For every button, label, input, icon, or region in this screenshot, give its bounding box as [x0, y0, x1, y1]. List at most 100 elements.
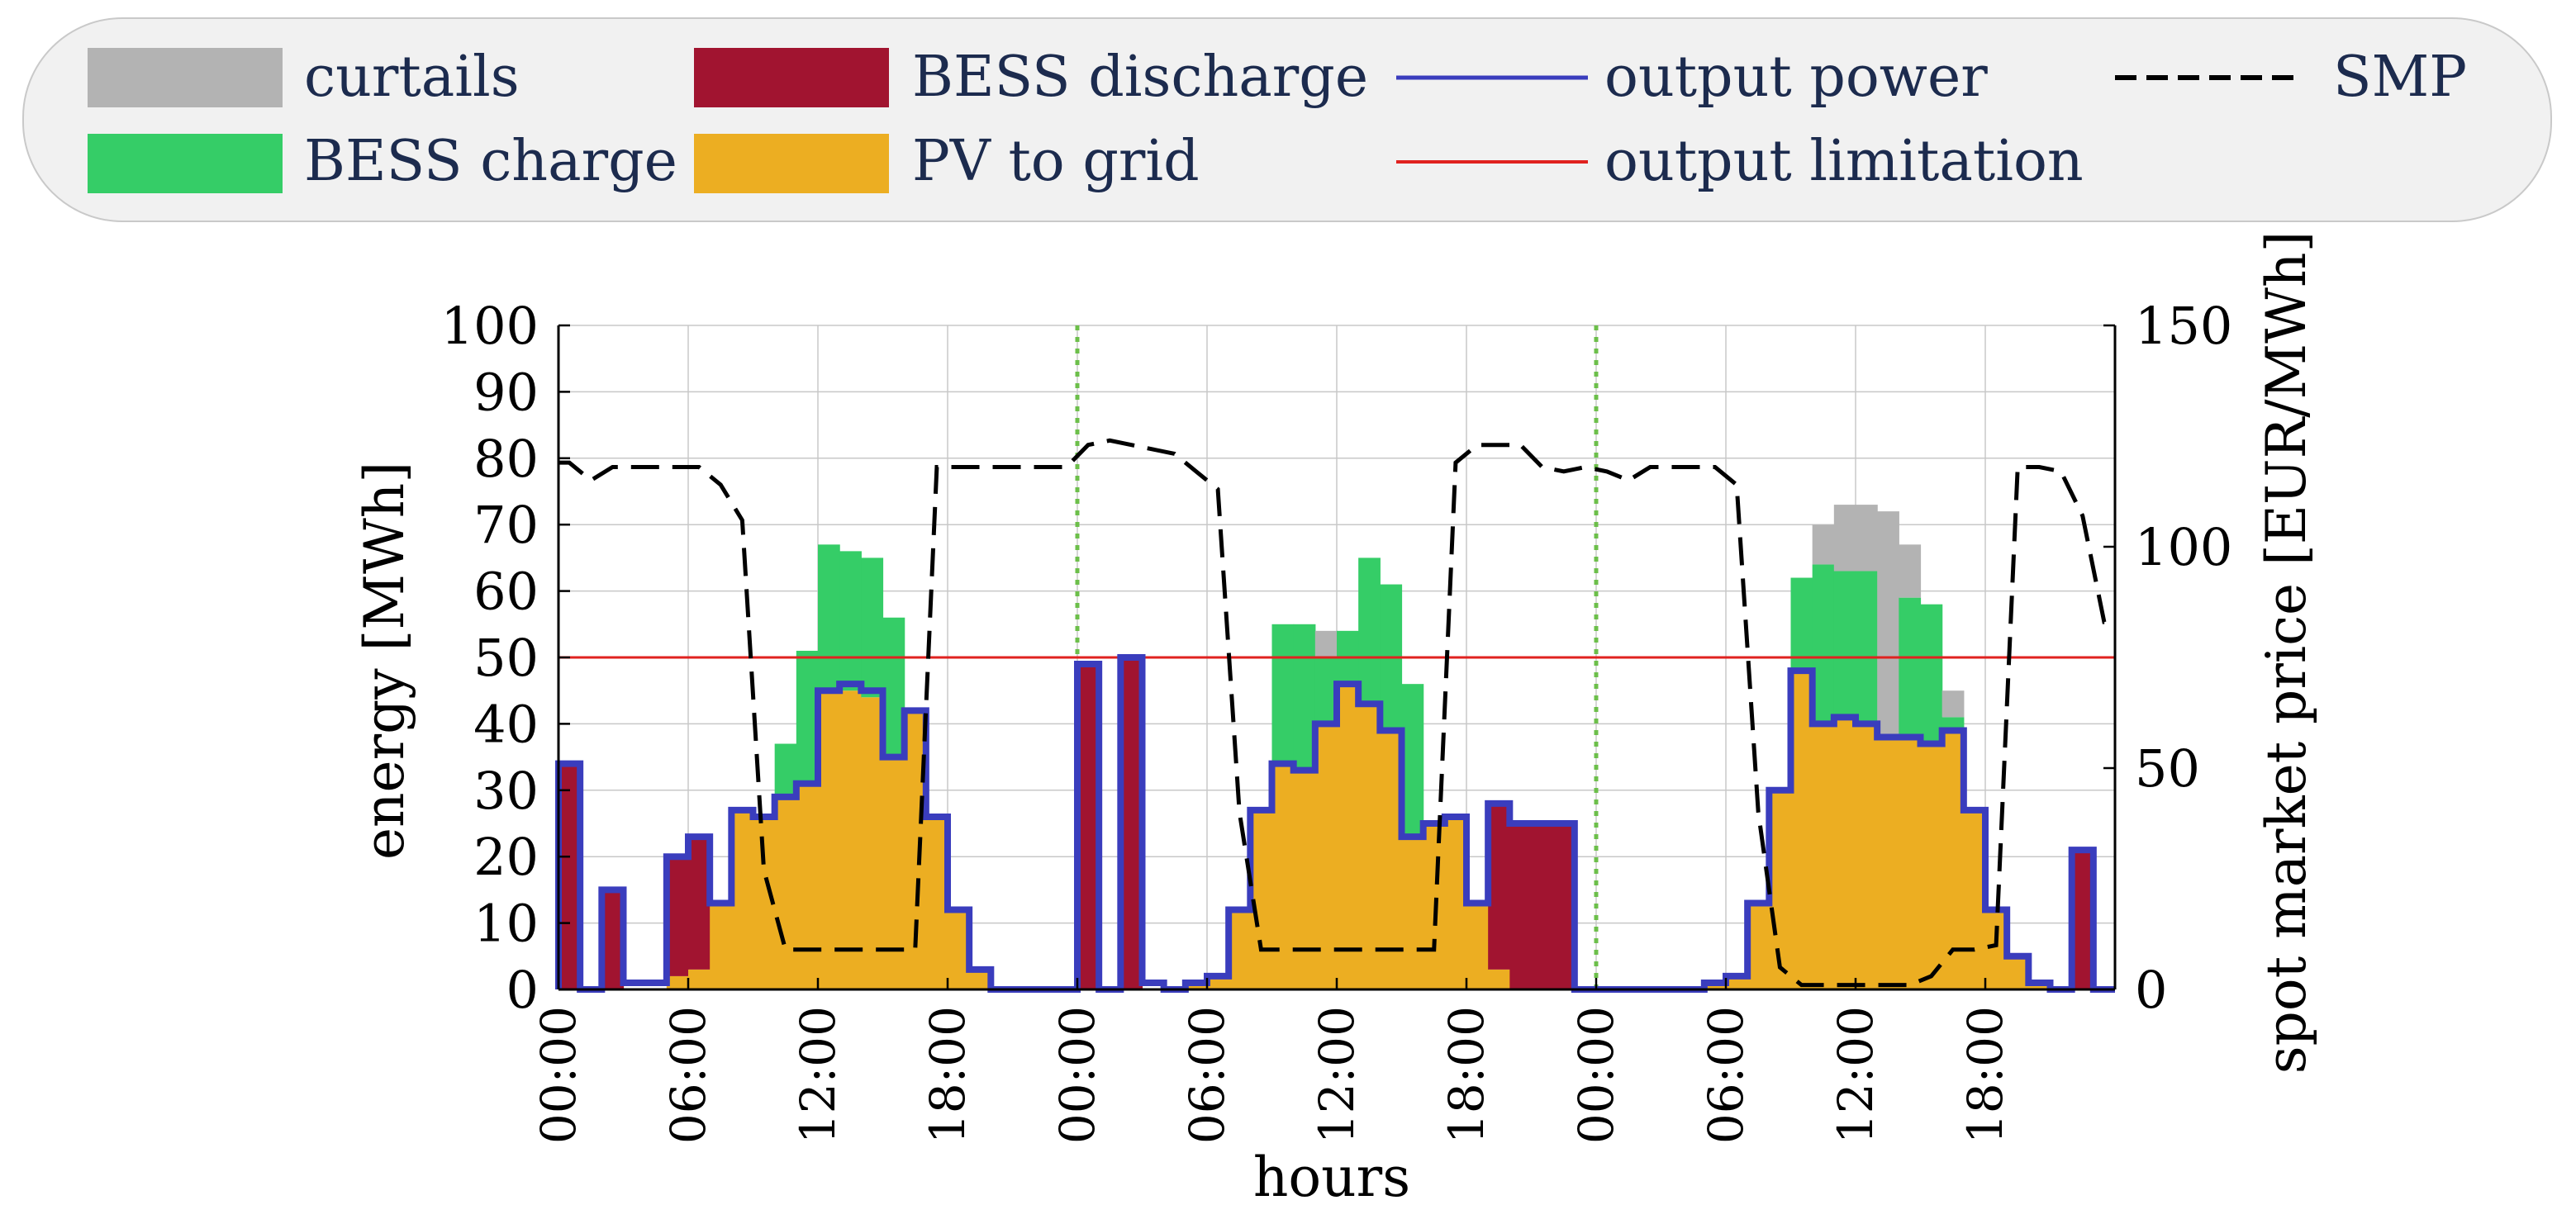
- bar-bess-charge: [1358, 557, 1381, 705]
- bar-bess-discharge: [1488, 803, 1510, 970]
- bar-bess-charge: [1271, 624, 1295, 764]
- y-tick-label: 50: [473, 628, 539, 688]
- x-tick-label: 18:00: [1957, 1006, 2013, 1144]
- x-tick-label: 00:00: [1049, 1006, 1105, 1144]
- bar-curtails: [1314, 630, 1338, 657]
- legend-label-smp: SMP: [2333, 45, 2467, 110]
- output-power-line: [555, 654, 2115, 993]
- bar-pv-to-grid: [1920, 743, 1943, 989]
- legend-label-bess-discharge: BESS discharge: [912, 45, 1368, 110]
- bar-pv-to-grid: [1229, 909, 1251, 989]
- x-tick-label: 18:00: [920, 1006, 976, 1144]
- bar-curtails: [1877, 511, 1899, 738]
- bar-pv-to-grid: [2028, 982, 2051, 989]
- y2-tick-label: 0: [2135, 960, 2167, 1020]
- bar-pv-to-grid: [774, 796, 797, 989]
- bar-bess-charge: [1833, 571, 1856, 718]
- bar-pv-to-grid: [1358, 704, 1381, 989]
- bar-curtails: [1942, 690, 1965, 718]
- x-tick-label: 00:00: [530, 1006, 587, 1144]
- legend-swatch-pv-to-grid: [694, 134, 889, 193]
- x-tick-label: 12:00: [1309, 1006, 1365, 1144]
- bar-curtails: [1833, 505, 1856, 572]
- bar-bess-discharge: [1531, 823, 1554, 989]
- bar-bess-charge: [839, 551, 862, 691]
- y-tick-label: 100: [441, 296, 539, 356]
- x-tick-label: 12:00: [1827, 1006, 1884, 1144]
- legend-swatch-bess-charge: [88, 134, 283, 193]
- x-tick-label: 06:00: [660, 1006, 716, 1144]
- bar-pv-to-grid: [1704, 982, 1727, 989]
- bar-pv-to-grid: [1747, 903, 1770, 989]
- bar-bess-charge: [1899, 597, 1922, 738]
- y2-tick-label: 100: [2135, 517, 2232, 577]
- bar-pv-to-grid: [818, 690, 840, 989]
- bar-pv-to-grid: [1899, 737, 1922, 989]
- bar-bess-charge: [818, 544, 840, 691]
- bar-pv-to-grid: [839, 690, 862, 989]
- bar-pv-to-grid: [1812, 723, 1835, 989]
- y-tick-label: 80: [473, 429, 539, 489]
- legend-swatch-curtails: [88, 48, 283, 107]
- bar-curtails: [1812, 524, 1835, 565]
- bar-pv-to-grid: [796, 783, 819, 989]
- legend-label-output-power: output power: [1604, 45, 1988, 110]
- bar-pv-to-grid: [710, 903, 732, 989]
- series-lines: [555, 325, 2115, 993]
- y-tick-label: 70: [473, 495, 539, 555]
- x-tick-label: 06:00: [1698, 1006, 1754, 1144]
- legend-label-output-limitation: output limitation: [1604, 129, 2084, 194]
- bar-bess-charge: [861, 557, 884, 698]
- y2-tick-label: 50: [2135, 738, 2200, 799]
- bar-pv-to-grid: [1856, 723, 1878, 989]
- bar-bess-charge: [1812, 564, 1835, 724]
- y-tick-label: 30: [473, 761, 539, 821]
- bar-pv-to-grid: [688, 969, 711, 989]
- bar-bess-discharge: [666, 856, 689, 976]
- bar-pv-to-grid: [1185, 982, 1208, 989]
- y-tick-label: 0: [506, 960, 539, 1020]
- legend-label-curtails: curtails: [304, 45, 520, 110]
- y-tick-label: 10: [473, 894, 539, 954]
- bar-pv-to-grid: [1314, 723, 1338, 989]
- y2-axis-label: spot market price [EUR/MWh]: [2255, 231, 2318, 1074]
- legend: curtails BESS charge BESS discharge PV t…: [22, 17, 2552, 222]
- y-tick-label: 20: [473, 827, 539, 887]
- bar-pv-to-grid: [882, 757, 905, 989]
- bar-curtails: [1856, 505, 1878, 572]
- y2-tick-label: 150: [2135, 296, 2232, 356]
- bar-pv-to-grid: [1207, 975, 1229, 989]
- bar-bess-charge: [1920, 604, 1943, 744]
- bar-pv-to-grid: [1466, 903, 1489, 989]
- bar-bess-discharge: [1509, 823, 1533, 989]
- x-axis-label: hours: [1253, 1146, 1410, 1209]
- legend-frame: [22, 17, 2552, 222]
- x-tick-label: 06:00: [1179, 1006, 1235, 1144]
- bar-pv-to-grid: [1271, 763, 1295, 989]
- legend-label-bess-charge: BESS charge: [304, 129, 677, 194]
- x-tick-label: 18:00: [1438, 1006, 1495, 1144]
- bar-pv-to-grid: [1337, 684, 1359, 989]
- bar-bess-charge: [1942, 717, 1965, 731]
- bar-bess-charge: [1790, 577, 1813, 671]
- bar-bess-charge: [1401, 684, 1424, 837]
- bar-pv-to-grid: [1877, 737, 1899, 989]
- bar-pv-to-grid: [1833, 717, 1856, 989]
- stacked-bars: [558, 505, 2094, 989]
- bar-curtails: [1899, 544, 1922, 598]
- bar-pv-to-grid: [666, 975, 689, 989]
- bar-pv-to-grid: [1726, 975, 1748, 989]
- smp-line: [558, 438, 2115, 988]
- legend-label-pv-to-grid: PV to grid: [912, 129, 1200, 194]
- y-tick-label: 40: [473, 694, 539, 754]
- bar-pv-to-grid: [1401, 837, 1424, 989]
- bar-pv-to-grid: [1293, 770, 1316, 989]
- bar-pv-to-grid: [1488, 969, 1510, 989]
- x-tick-label: 12:00: [790, 1006, 846, 1144]
- bar-pv-to-grid: [731, 809, 754, 989]
- legend-swatch-bess-discharge: [694, 48, 889, 107]
- x-tick-label: 00:00: [1568, 1006, 1624, 1144]
- y-axis-label: energy [MWh]: [353, 462, 416, 860]
